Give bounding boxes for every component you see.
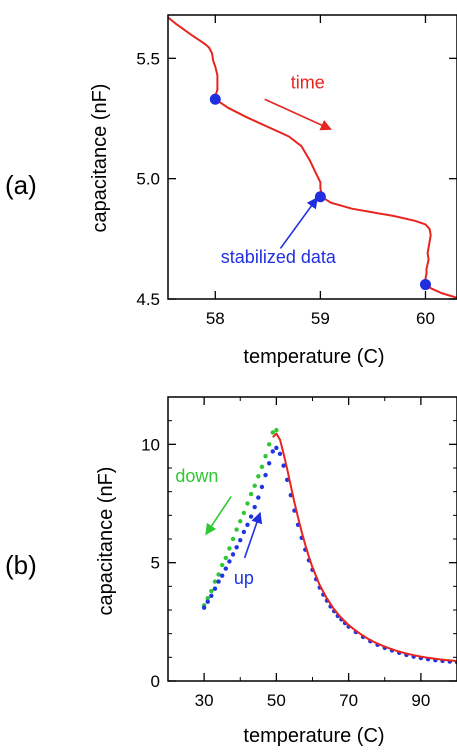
panel-a-series-0-line — [167, 16, 457, 299]
y-tick-label: 5.5 — [136, 49, 160, 68]
panel-b-series-up-point — [238, 537, 243, 543]
panel-a-x-axis-title: temperature (C) — [243, 346, 384, 368]
annotation-time-arrow — [264, 98, 332, 131]
panel-a-series-stabilized-data-point — [314, 191, 326, 203]
panel-b-series-down-point — [205, 595, 210, 601]
panel-b-series-up-point — [219, 573, 225, 578]
panel-b-series-down-point — [241, 510, 247, 516]
annotation-up: up — [234, 568, 254, 588]
x-tick-label: 50 — [267, 691, 286, 710]
panel-b-series-up-point — [248, 514, 254, 519]
panel-b-series-2-point — [277, 451, 283, 456]
panel-b-series-up-point — [252, 504, 257, 510]
annotation-down-arrow — [205, 495, 232, 536]
panel-b-series-3-line — [272, 432, 457, 663]
panel-b-series-down-point — [212, 579, 218, 584]
panel-b-series-up-point — [270, 449, 275, 454]
panel-a-series-stabilized-data-point — [419, 279, 431, 291]
panel-a-series-stabilized-data-point — [209, 93, 221, 105]
y-tick-label: 5 — [151, 554, 160, 573]
panel-a: (a) capacitance (nF) temperature (C) 58 5… — [5, 14, 457, 368]
panel-b-y-axis-title: capacitance (nF) — [95, 467, 117, 616]
panel-b-series-down-point — [245, 501, 250, 506]
panel-b-series-up-point — [241, 529, 247, 535]
x-tick-label: 60 — [416, 309, 435, 328]
panel-b-series-up-point — [227, 559, 232, 564]
panel-b-series-down-point — [209, 588, 214, 594]
x-tick-label: 30 — [195, 691, 214, 710]
panel-b-series-down-point — [219, 562, 225, 568]
x-tick-label: 70 — [339, 691, 358, 710]
panel-b-series-down-point — [274, 427, 279, 433]
panel-b-x-axis-title: temperature (C) — [243, 725, 384, 747]
panel-a-label: (a) — [5, 170, 37, 200]
panel-b-series-up-point — [209, 593, 214, 598]
panel-b-series-down-point — [263, 453, 268, 459]
panel-b-series-down-point — [230, 536, 236, 542]
panel-b: (b) capacitance (nF) temperature (C) 30 5… — [5, 396, 457, 747]
y-tick-label: 10 — [141, 435, 160, 454]
panel-b-series-down-point — [223, 555, 228, 561]
panel-b-series-2-point — [281, 463, 286, 468]
annotation-stabilized-data-arrow — [279, 197, 318, 249]
panel-b-series-up-point — [245, 522, 250, 527]
panel-b-series-down-point — [252, 483, 257, 488]
panel-b-series-down-point — [259, 464, 265, 470]
annotation-stabilized-data: stabilized data — [221, 247, 337, 267]
panel-b-series-down-point — [234, 527, 239, 532]
x-tick-label: 59 — [311, 309, 330, 328]
x-tick-label: 58 — [206, 309, 225, 328]
panel-a-y-axis-title: capacitance (nF) — [89, 84, 111, 233]
panel-b-series-up-point — [223, 566, 228, 571]
panel-b-series-up-point — [274, 445, 279, 451]
panel-b-series-down-point — [256, 474, 261, 479]
panel-b-series-up-point — [263, 472, 268, 478]
annotation-time: time — [291, 72, 325, 92]
panel-b-series-up-point — [266, 461, 272, 466]
panel-b-series-down-point — [270, 430, 275, 435]
panel-b-series-up-point — [259, 484, 265, 490]
panel-b-series-up-point — [216, 579, 221, 584]
panel-b-series-up-point — [201, 605, 207, 610]
panel-b-series-down-point — [238, 519, 243, 524]
panel-b-series-down-point — [216, 572, 221, 577]
panel-b-series-up-point — [256, 495, 261, 500]
panel-b-series-down-point — [266, 442, 272, 447]
panel-a-plot-frame — [167, 14, 457, 300]
panel-b-series-up-point — [205, 599, 210, 604]
panel-b-series-up-point — [234, 545, 239, 550]
y-tick-label: 4.5 — [136, 290, 160, 309]
panel-b-series-down-point — [227, 546, 232, 551]
y-tick-label: 0 — [151, 672, 160, 691]
panel-b-series-up-point — [230, 552, 236, 557]
panel-b-plot-frame — [167, 396, 457, 682]
panel-b-series-up-point — [212, 586, 218, 591]
annotation-up-arrow — [243, 511, 263, 559]
y-tick-label: 5.0 — [136, 170, 160, 189]
panel-b-label: (b) — [5, 550, 37, 580]
annotation-down: down — [175, 466, 218, 486]
panel-b-series-down-point — [248, 491, 254, 497]
x-tick-label: 90 — [411, 691, 430, 710]
